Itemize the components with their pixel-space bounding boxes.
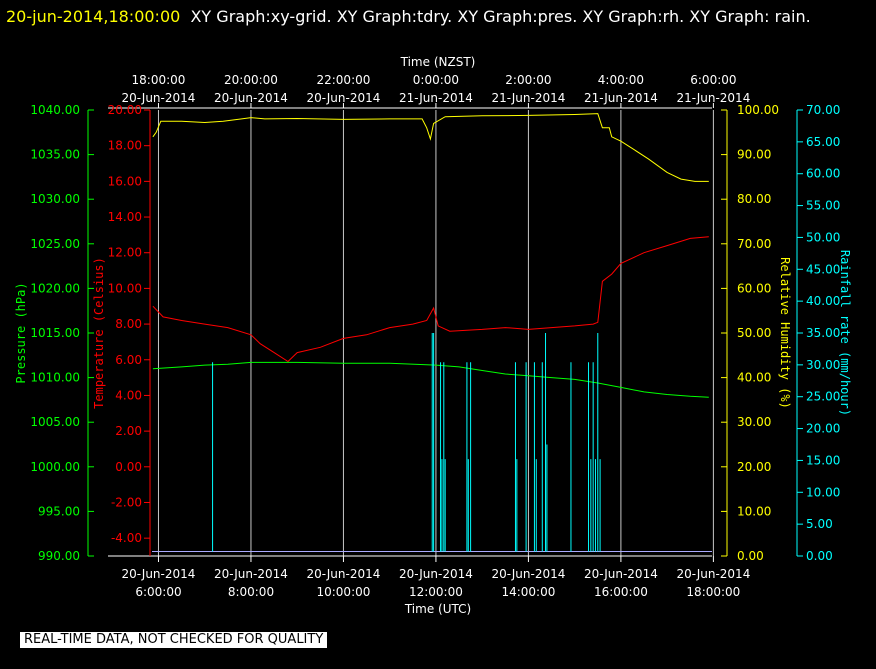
humidity-tick-label: 40.00	[737, 371, 771, 385]
rain-tick-label: 20.00	[806, 422, 840, 436]
temperature-tick-label: 4.00	[115, 388, 142, 402]
x-top-tick-label: 20-Jun-2014	[214, 91, 288, 105]
x-top-axis-label: Time (NZST)	[400, 55, 476, 69]
temperature-tick-label: 8.00	[115, 317, 142, 331]
temperature-tick-label: 2.00	[115, 424, 142, 438]
x-tick-label: 8:00:00	[228, 585, 274, 599]
temperature-tick-label: 18.00	[108, 139, 142, 153]
x-top-tick-label: 4:00:00	[598, 73, 644, 87]
humidity-tick-label: 100.00	[737, 103, 779, 117]
temperature-tick-label: 0.00	[115, 460, 142, 474]
x-top-tick-label: 20-Jun-2014	[306, 91, 380, 105]
x-tick-label: 20-Jun-2014	[399, 567, 473, 581]
x-top-tick-label: 2:00:00	[505, 73, 551, 87]
x-top-tick-label: 22:00:00	[316, 73, 370, 87]
x-top-tick-label: 20:00:00	[224, 73, 278, 87]
humidity-tick-label: 90.00	[737, 148, 771, 162]
humidity-tick-label: 70.00	[737, 237, 771, 251]
rain-tick-label: 25.00	[806, 390, 840, 404]
timestamp-label: 20-jun-2014,18:00:00	[6, 7, 181, 26]
humidity-tick-label: 80.00	[737, 192, 771, 206]
chart-title: 20-jun-2014,18:00:00 XY Graph:xy-grid. X…	[6, 2, 866, 32]
x-top-tick-label: 21-Jun-2014	[584, 91, 658, 105]
humidity-tick-label: 60.00	[737, 281, 771, 295]
rain-tick-label: 60.00	[806, 167, 840, 181]
rain-tick-label: 55.00	[806, 199, 840, 213]
x-tick-label: 20-Jun-2014	[584, 567, 658, 581]
x-top-tick-label: 21-Jun-2014	[491, 91, 565, 105]
x-tick-label: 20-Jun-2014	[214, 567, 288, 581]
pressure-tick-label: 1025.00	[30, 237, 80, 251]
x-top-tick-label: 21-Jun-2014	[399, 91, 473, 105]
temperature-tick-label: 20.00	[108, 103, 142, 117]
rain-tick-label: 5.00	[806, 517, 833, 531]
x-top-tick-label: 20-Jun-2014	[122, 91, 196, 105]
x-top-tick-label: 6:00:00	[690, 73, 736, 87]
x-top-tick-label: 0:00:00	[413, 73, 459, 87]
pressure-tick-label: 995.00	[38, 504, 80, 518]
temperature-tick-label: 16.00	[108, 174, 142, 188]
pressure-tick-label: 1015.00	[30, 326, 80, 340]
rain-tick-label: 70.00	[806, 103, 840, 117]
x-tick-label: 12:00:00	[409, 585, 463, 599]
temperature-tick-label: -2.00	[111, 495, 142, 509]
humidity-tick-label: 20.00	[737, 460, 771, 474]
x-tick-label: 20-Jun-2014	[676, 567, 750, 581]
humidity-axis-label: Relative Humidity (%)	[778, 257, 792, 409]
pressure-tick-label: 1005.00	[30, 415, 80, 429]
humidity-tick-label: 50.00	[737, 326, 771, 340]
humidity-series-line	[152, 113, 709, 182]
pressure-tick-label: 990.00	[38, 549, 80, 563]
humidity-tick-label: 10.00	[737, 504, 771, 518]
pressure-tick-label: 1040.00	[30, 103, 80, 117]
pressure-tick-label: 1010.00	[30, 371, 80, 385]
rain-tick-label: 15.00	[806, 453, 840, 467]
humidity-tick-label: 0.00	[737, 549, 764, 563]
x-top-tick-label: 21-Jun-2014	[676, 91, 750, 105]
rain-tick-label: 65.00	[806, 135, 840, 149]
pressure-tick-label: 1020.00	[30, 281, 80, 295]
rain-tick-label: 45.00	[806, 262, 840, 276]
x-tick-label: 20-Jun-2014	[122, 567, 196, 581]
temperature-tick-label: -4.00	[111, 531, 142, 545]
x-tick-label: 6:00:00	[135, 585, 181, 599]
temperature-tick-label: 6.00	[115, 353, 142, 367]
rain-axis-label: Rainfall rate (mm/hour)	[838, 250, 852, 416]
pressure-tick-label: 1000.00	[30, 460, 80, 474]
x-tick-label: 20-Jun-2014	[306, 567, 380, 581]
pressure-axis-label: Pressure (hPa)	[14, 282, 28, 383]
x-tick-label: 16:00:00	[594, 585, 648, 599]
temperature-tick-label: 10.00	[108, 281, 142, 295]
x-tick-label: 18:00:00	[686, 585, 740, 599]
rain-tick-label: 35.00	[806, 326, 840, 340]
x-axis-label: Time (UTC)	[404, 602, 471, 616]
x-top-tick-label: 18:00:00	[132, 73, 186, 87]
rain-tick-label: 40.00	[806, 294, 840, 308]
x-tick-label: 14:00:00	[501, 585, 555, 599]
rain-tick-label: 10.00	[806, 485, 840, 499]
temperature-tick-label: 14.00	[108, 210, 142, 224]
x-tick-label: 20-Jun-2014	[491, 567, 565, 581]
quality-notice: REAL-TIME DATA, NOT CHECKED FOR QUALITY	[20, 632, 328, 648]
pressure-tick-label: 1030.00	[30, 192, 80, 206]
temperature-tick-label: 12.00	[108, 246, 142, 260]
rain-tick-label: 30.00	[806, 358, 840, 372]
rain-tick-label: 0.00	[806, 549, 833, 563]
x-tick-label: 10:00:00	[316, 585, 370, 599]
temperature-series-line	[152, 236, 709, 363]
temperature-axis-label: Temperature (Celsius)	[92, 257, 106, 409]
pressure-series-line	[152, 361, 709, 398]
rain-tick-label: 50.00	[806, 230, 840, 244]
humidity-tick-label: 30.00	[737, 415, 771, 429]
graph-list-label: XY Graph:xy-grid. XY Graph:tdry. XY Grap…	[190, 7, 811, 26]
pressure-tick-label: 1035.00	[30, 148, 80, 162]
